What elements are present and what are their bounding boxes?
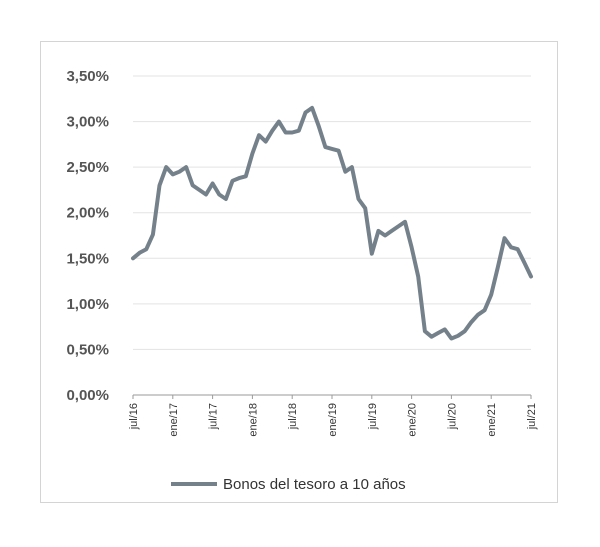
x-tick-label: jul/17 bbox=[208, 403, 220, 430]
y-axis-ticks: 0,00% 0,50% 1,00% 1,50% 2,00% 2,50% 3,00% 3,50% bbox=[66, 68, 109, 404]
x-tick-label: jul/19 bbox=[367, 403, 379, 430]
y-tick-label: 2,50% bbox=[66, 159, 109, 176]
x-tick-label: ene/18 bbox=[247, 403, 259, 437]
x-tick-label: jul/20 bbox=[446, 403, 458, 430]
x-tick-label: ene/19 bbox=[327, 403, 339, 437]
y-tick-label: 3,50% bbox=[66, 68, 109, 85]
x-tick-label: jul/16 bbox=[128, 403, 140, 430]
series-layer bbox=[131, 105, 533, 341]
y-tick-label: 2,00% bbox=[66, 205, 109, 222]
y-tick-label: 1,00% bbox=[66, 296, 109, 313]
y-tick-label: 1,50% bbox=[66, 250, 109, 267]
legend-label: Bonos del tesoro a 10 años bbox=[223, 475, 406, 493]
legend: Bonos del tesoro a 10 años bbox=[171, 474, 406, 494]
grid-layer bbox=[133, 75, 531, 396]
y-tick-label: 0,00% bbox=[66, 387, 109, 404]
chart-frame: 0,00% 0,50% 1,00% 1,50% 2,00% 2,50% 3,00% 3,50%… bbox=[40, 41, 558, 503]
x-tick-label: ene/17 bbox=[168, 403, 180, 437]
x-tick-label: jul/21 bbox=[526, 403, 538, 430]
legend-swatch bbox=[171, 482, 217, 486]
y-tick-label: 0,50% bbox=[66, 341, 109, 358]
x-tick-label: ene/20 bbox=[407, 403, 419, 437]
line-chart: 0,00% 0,50% 1,00% 1,50% 2,00% 2,50% 3,00% 3,50%… bbox=[66, 68, 538, 437]
y-tick-label: 3,00% bbox=[66, 114, 109, 131]
series-line bbox=[131, 105, 533, 341]
x-axis-ticks: jul/16 ene/17 jul/17 ene/18 jul/18 ene/19 jul/… bbox=[128, 395, 538, 437]
x-tick-label: jul/18 bbox=[287, 403, 299, 430]
x-tick-label: ene/21 bbox=[486, 403, 498, 437]
